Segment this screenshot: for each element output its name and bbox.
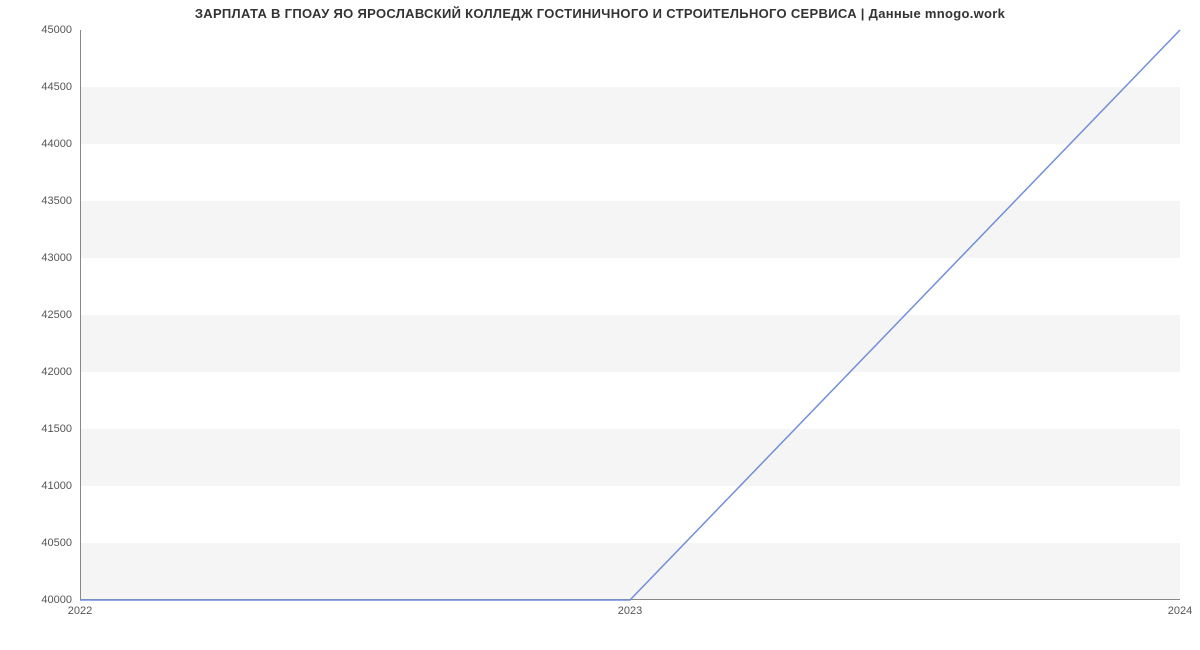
y-tick-label: 45000 [12, 24, 72, 36]
y-tick-label: 40500 [12, 537, 72, 549]
y-tick-label: 42500 [12, 309, 72, 321]
x-tick-label: 2024 [1168, 605, 1192, 617]
salary-line-chart: ЗАРПЛАТА В ГПОАУ ЯО ЯРОСЛАВСКИЙ КОЛЛЕДЖ … [0, 0, 1200, 650]
chart-title: ЗАРПЛАТА В ГПОАУ ЯО ЯРОСЛАВСКИЙ КОЛЛЕДЖ … [0, 6, 1200, 21]
y-tick-label: 41000 [12, 480, 72, 492]
series-line [80, 30, 1180, 600]
x-tick-label: 2023 [618, 605, 642, 617]
y-tick-label: 41500 [12, 423, 72, 435]
y-tick-label: 44000 [12, 138, 72, 150]
y-tick-label: 43000 [12, 252, 72, 264]
y-tick-label: 43500 [12, 195, 72, 207]
y-tick-label: 44500 [12, 81, 72, 93]
x-tick-label: 2022 [68, 605, 92, 617]
line-layer [80, 30, 1180, 600]
plot-area [80, 30, 1180, 600]
y-tick-label: 42000 [12, 366, 72, 378]
y-tick-label: 40000 [12, 594, 72, 606]
